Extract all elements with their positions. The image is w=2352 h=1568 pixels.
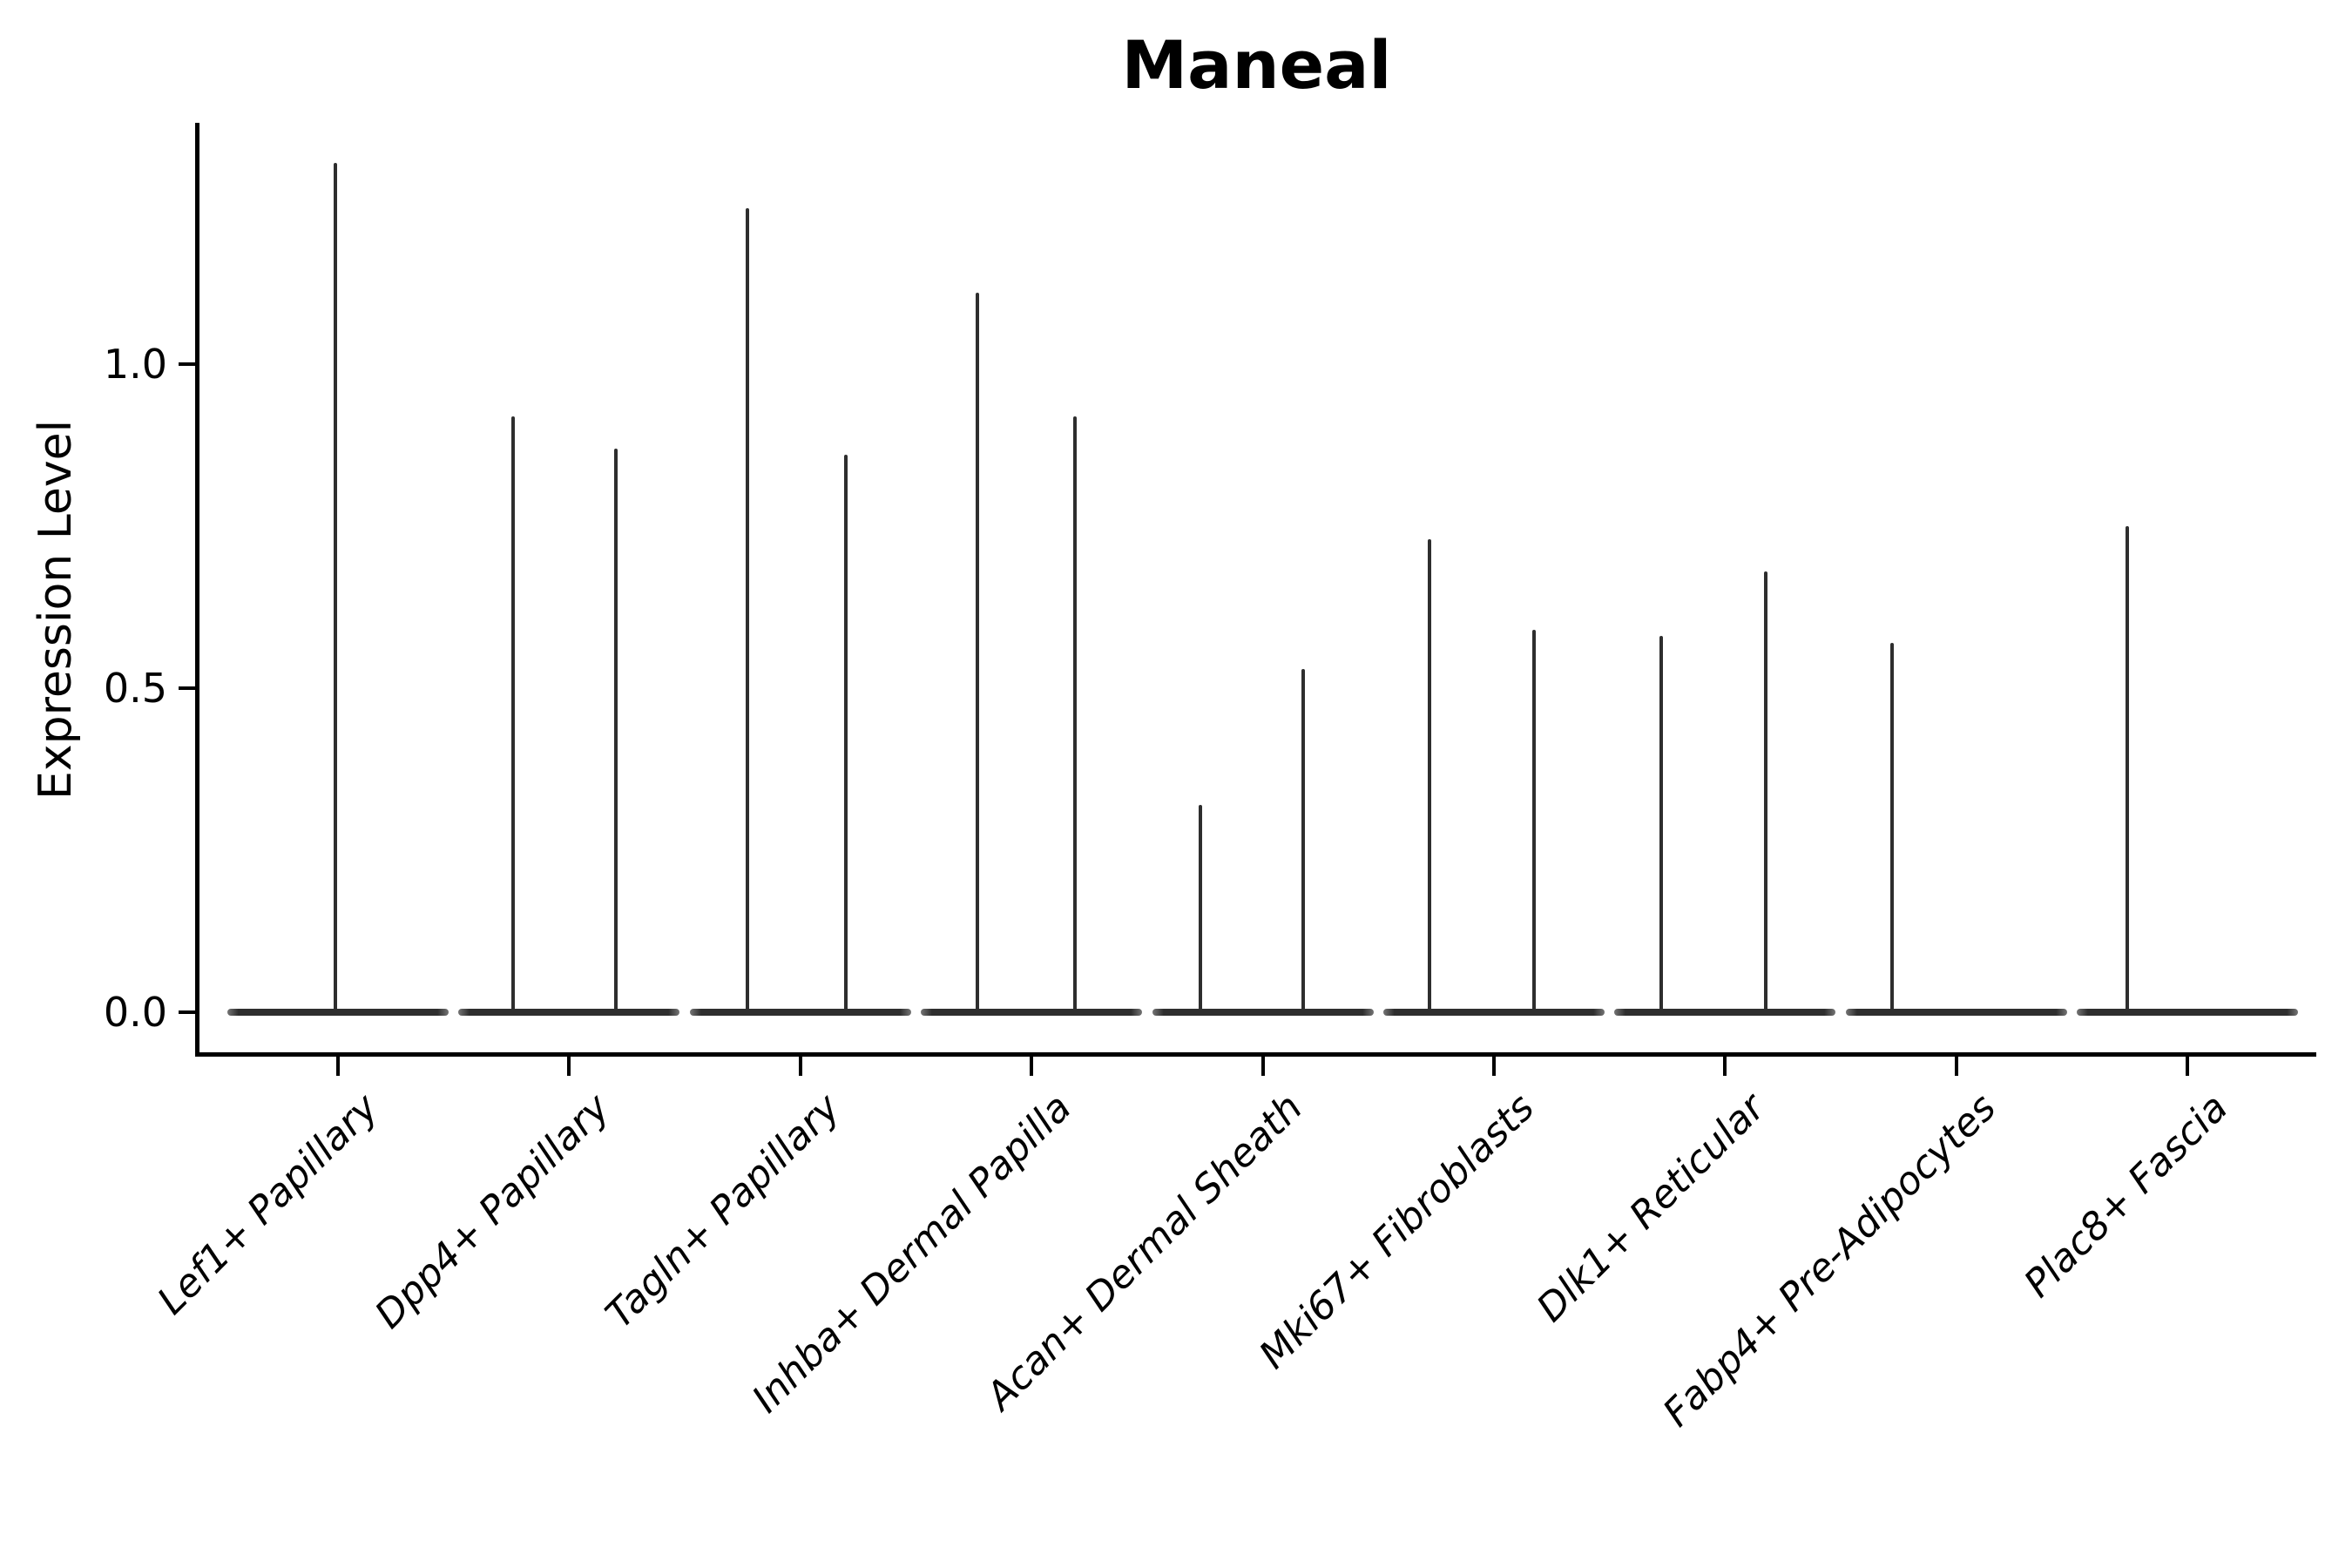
violin-base — [689, 1009, 911, 1016]
x-tick-label: Tagln+ Papillary — [598, 1085, 849, 1337]
x-tick-mark — [1260, 1057, 1265, 1076]
violin-spike — [511, 416, 515, 1016]
x-tick-mark — [1954, 1057, 1958, 1076]
violin-base — [1845, 1009, 2067, 1016]
violin-spike — [844, 455, 848, 1016]
violin-spike — [1428, 538, 1431, 1016]
x-tick-mark — [798, 1057, 802, 1076]
y-tick-mark — [179, 1010, 196, 1014]
violin-spike — [976, 293, 979, 1016]
x-tick-label: Plac8+ Fascia — [2015, 1085, 2237, 1307]
x-axis-spine — [195, 1052, 2316, 1057]
violin-base — [1614, 1009, 1836, 1016]
x-tick-mark — [567, 1057, 571, 1076]
x-tick-label: Lef1+ Papillary — [149, 1085, 388, 1324]
x-tick-mark — [2186, 1057, 2189, 1076]
violin-base — [1152, 1009, 1374, 1016]
violin-base — [227, 1009, 449, 1016]
x-tick-mark — [1491, 1057, 1496, 1076]
violin-spike — [1659, 636, 1663, 1016]
violin-spike — [1073, 416, 1077, 1016]
violin-spike — [1764, 571, 1767, 1016]
violin-spike — [1301, 668, 1305, 1016]
violin-spike — [334, 163, 337, 1016]
violin-spike — [1199, 804, 1202, 1016]
violin-base — [458, 1009, 680, 1016]
violin-base — [921, 1009, 1143, 1016]
violin-base — [2077, 1009, 2298, 1016]
x-tick-label: Dpp4+ Papillary — [366, 1085, 618, 1338]
y-axis-spine — [195, 123, 199, 1057]
x-tick-mark — [336, 1057, 340, 1076]
violin-spike — [746, 208, 749, 1016]
x-tick-mark — [1030, 1057, 1034, 1076]
y-tick-label: 0.0 — [103, 989, 167, 1036]
violin-spike — [2126, 526, 2129, 1016]
x-tick-mark — [1723, 1057, 1727, 1076]
chart-title: Maneal — [1121, 26, 1392, 104]
y-axis-label: Expression Level — [30, 419, 82, 801]
violin-spike — [614, 448, 618, 1016]
y-tick-label: 0.5 — [103, 665, 167, 712]
y-tick-mark — [179, 686, 196, 690]
violin-base — [1382, 1009, 1605, 1016]
violin-spike — [1532, 630, 1536, 1016]
x-tick-label: Dlk1+ Reticular — [1528, 1085, 1774, 1331]
y-tick-mark — [179, 362, 196, 366]
y-tick-label: 1.0 — [103, 341, 167, 388]
violin-spike — [1890, 642, 1894, 1016]
